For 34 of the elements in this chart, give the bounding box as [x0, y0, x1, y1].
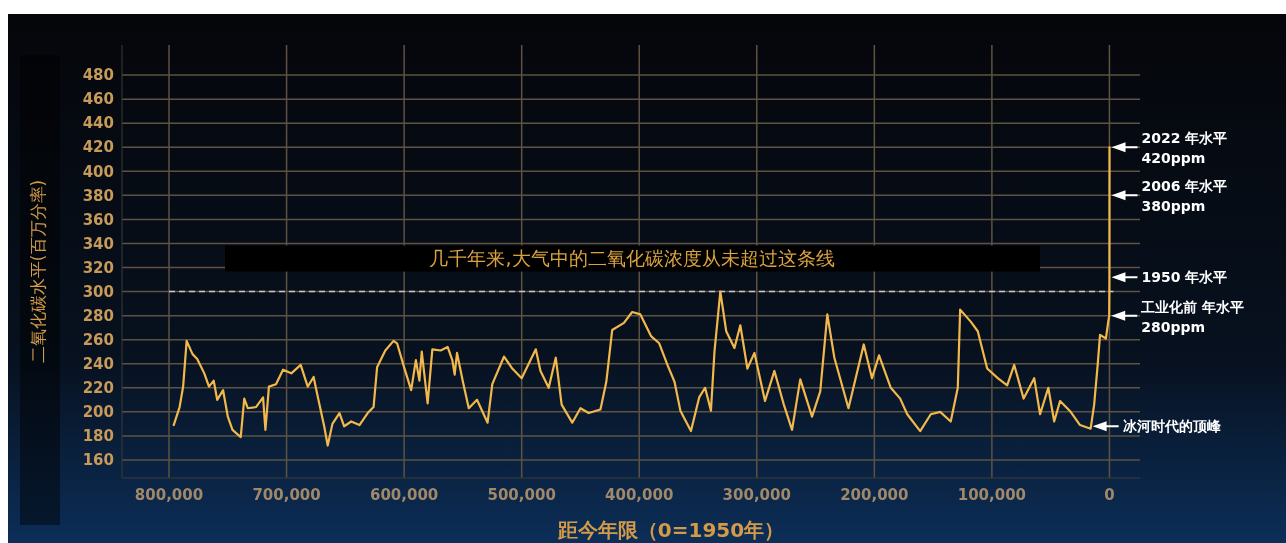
annotation: 2022 年水平 420ppm: [1141, 130, 1228, 167]
y-tick-label: 220: [82, 379, 114, 398]
x-axis-title: 距今年限（0=1950年）: [556, 518, 785, 542]
x-tick-label: 600,000: [369, 486, 439, 504]
y-tick-label: 280: [82, 306, 114, 325]
y-tick-label: 440: [82, 114, 114, 133]
annotation: 冰河时代的顶峰: [1122, 418, 1222, 435]
annotation: 1950 年水平: [1141, 269, 1228, 286]
ref-line-label: 几千年来,大气中的二氧化碳浓度从未超过这条线: [429, 247, 835, 270]
annotation: 2006 年水平 380ppm: [1141, 178, 1228, 215]
annotation: 工业化前 年水平 280ppm: [1140, 298, 1245, 335]
x-tick-label: 500,000: [487, 486, 556, 504]
x-tick-label: 800,000: [134, 486, 204, 504]
y-axis-title: 二氧化碳水平(百万分率): [28, 179, 48, 364]
x-tick-label: 700,000: [252, 486, 321, 504]
y-tick-label: 160: [82, 451, 114, 470]
x-tick-label: 200,000: [840, 486, 909, 504]
y-tick-label: 240: [82, 354, 114, 373]
x-tick-label: 100,000: [957, 486, 1027, 504]
y-tick-label: 200: [82, 403, 114, 422]
y-tick-label: 360: [82, 210, 114, 229]
x-tick-label: 300,000: [722, 486, 791, 504]
y-tick-label: 480: [82, 66, 114, 85]
y-tick-label: 340: [82, 234, 114, 253]
x-tick-label: 0: [1104, 486, 1115, 504]
x-tick-label: 400,000: [605, 486, 674, 504]
y-tick-label: 460: [82, 90, 114, 109]
y-tick-label: 400: [82, 162, 114, 181]
y-tick-label: 380: [82, 186, 114, 205]
y-tick-label: 180: [82, 427, 114, 446]
y-tick-label: 420: [82, 138, 114, 157]
y-tick-label: 320: [82, 258, 114, 277]
y-tick-label: 260: [82, 330, 114, 349]
y-tick-label: 300: [82, 282, 114, 301]
